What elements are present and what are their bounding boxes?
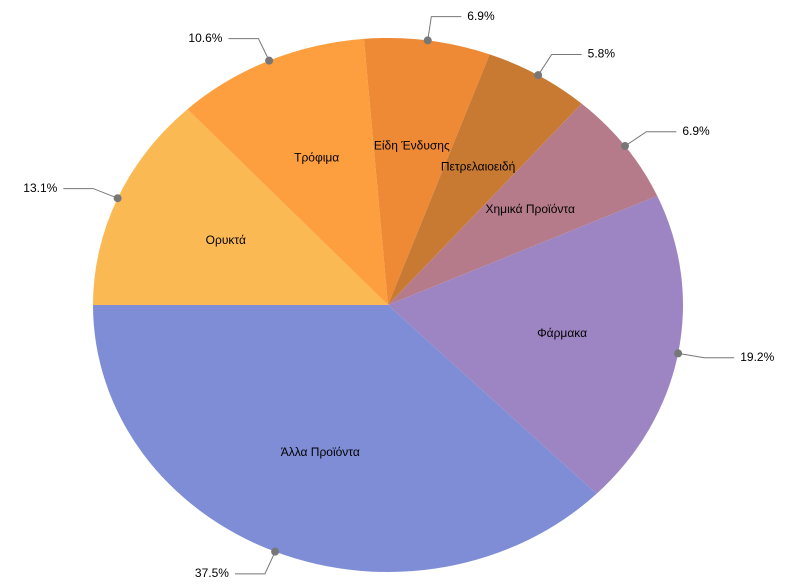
leader-line <box>427 16 462 41</box>
leader-line <box>234 551 276 575</box>
category-label: Άλλα Προϊόντα <box>281 445 360 459</box>
leader-dot <box>674 349 683 358</box>
leader-line <box>228 38 270 61</box>
pie-slice <box>388 195 683 494</box>
pie-slice <box>363 37 490 305</box>
leader-line <box>678 352 735 359</box>
value-label: 19.2% <box>740 350 774 364</box>
pie-slice <box>388 54 582 305</box>
category-label: Είδη Ένδυσης <box>374 138 450 152</box>
leader-line <box>63 188 118 199</box>
leader-dot <box>621 142 630 151</box>
category-label: Ορυκτά <box>206 233 246 247</box>
pie-slice <box>93 305 597 573</box>
leader-dot <box>423 36 432 45</box>
value-label: 10.6% <box>188 31 222 45</box>
value-label: 13.1% <box>23 181 57 195</box>
category-label: Φάρμακα <box>537 326 587 340</box>
category-label: Τρόφιμα <box>294 151 339 165</box>
value-label: 6.9% <box>467 9 495 23</box>
category-label: Πετρελαιοειδή <box>441 159 515 173</box>
leader-dot <box>534 71 543 80</box>
value-label: 37.5% <box>195 566 229 580</box>
leader-dot <box>271 547 280 556</box>
value-label: 5.8% <box>588 47 616 61</box>
leader-dot <box>113 194 122 203</box>
pie-slice <box>388 103 658 305</box>
pie-slice <box>93 109 388 305</box>
value-label: 6.9% <box>682 124 710 138</box>
leader-line <box>624 131 677 147</box>
pie-slice <box>187 38 388 305</box>
category-label: Χημικά Προϊόντα <box>486 202 575 216</box>
leader-line <box>537 53 582 76</box>
leader-dot <box>265 56 274 65</box>
